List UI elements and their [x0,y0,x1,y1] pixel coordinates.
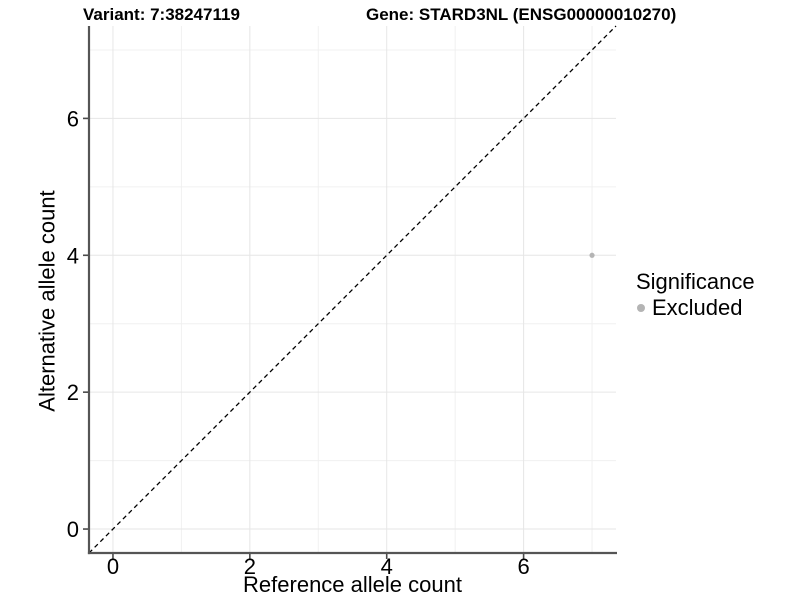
x-tick-label: 2 [244,554,256,579]
legend: Significance Excluded [636,268,755,320]
y-tick-label: 6 [67,106,79,131]
y-tick-label: 4 [67,243,79,268]
legend-item-label: Excluded [652,295,743,320]
y-tick-label: 2 [67,380,79,405]
data-point [589,252,595,258]
x-tick-label: 4 [381,554,393,579]
gene-title: Gene: STARD3NL (ENSG00000010270) [366,5,677,24]
legend-item-excluded: Excluded [636,295,755,320]
x-tick-label: 0 [107,554,119,579]
x-axis-title: Reference allele count [243,572,462,597]
identity-line [88,25,617,554]
y-tick-label: 0 [67,517,79,542]
y-axis-title: Alternative allele count [34,190,60,412]
variant-title: Variant: 7:38247119 [83,5,240,24]
circle-icon [637,303,645,312]
x-tick-label: 6 [517,554,529,579]
legend-title: Significance [636,269,755,294]
